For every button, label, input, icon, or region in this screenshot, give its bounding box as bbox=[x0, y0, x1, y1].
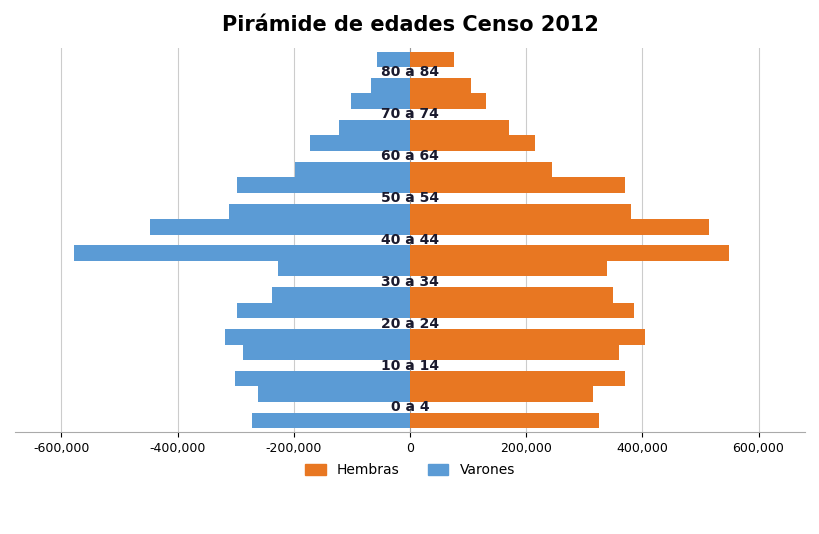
Text: 80 a 84: 80 a 84 bbox=[381, 66, 438, 80]
Bar bbox=[410, 78, 470, 93]
Text: 0 a 4: 0 a 4 bbox=[390, 400, 429, 414]
Title: Pirámide de edades Censo 2012: Pirámide de edades Censo 2012 bbox=[221, 15, 598, 35]
Bar bbox=[75, 246, 410, 261]
Bar bbox=[410, 413, 598, 428]
Bar bbox=[229, 203, 410, 219]
Bar bbox=[410, 135, 534, 151]
Bar bbox=[237, 303, 410, 318]
Bar bbox=[371, 78, 410, 93]
Bar bbox=[237, 177, 410, 193]
Bar bbox=[242, 344, 410, 360]
Text: 40 a 44: 40 a 44 bbox=[381, 233, 438, 247]
Bar bbox=[277, 261, 410, 277]
Text: 50 a 54: 50 a 54 bbox=[381, 191, 438, 205]
Bar bbox=[310, 135, 410, 151]
Bar bbox=[257, 387, 410, 402]
Bar bbox=[410, 344, 618, 360]
Bar bbox=[410, 219, 708, 234]
Bar bbox=[410, 162, 552, 177]
Bar bbox=[410, 120, 508, 135]
Legend: Hembras, Varones: Hembras, Varones bbox=[299, 458, 520, 483]
Bar bbox=[410, 93, 485, 109]
Bar bbox=[410, 387, 592, 402]
Bar bbox=[234, 371, 410, 387]
Text: 30 a 34: 30 a 34 bbox=[381, 275, 438, 289]
Text: 20 a 24: 20 a 24 bbox=[381, 317, 438, 331]
Bar bbox=[410, 246, 729, 261]
Bar bbox=[410, 261, 607, 277]
Bar bbox=[410, 303, 633, 318]
Bar bbox=[377, 52, 410, 67]
Bar bbox=[271, 287, 410, 303]
Bar bbox=[410, 177, 624, 193]
Bar bbox=[295, 162, 410, 177]
Bar bbox=[410, 287, 613, 303]
Bar bbox=[410, 329, 645, 344]
Bar bbox=[410, 203, 630, 219]
Bar bbox=[150, 219, 410, 234]
Bar bbox=[410, 52, 453, 67]
Text: 10 a 14: 10 a 14 bbox=[381, 358, 438, 373]
Bar bbox=[225, 329, 410, 344]
Bar bbox=[251, 413, 410, 428]
Bar bbox=[351, 93, 410, 109]
Bar bbox=[410, 371, 624, 387]
Text: 70 a 74: 70 a 74 bbox=[381, 107, 438, 121]
Text: 60 a 64: 60 a 64 bbox=[381, 149, 438, 163]
Bar bbox=[339, 120, 410, 135]
